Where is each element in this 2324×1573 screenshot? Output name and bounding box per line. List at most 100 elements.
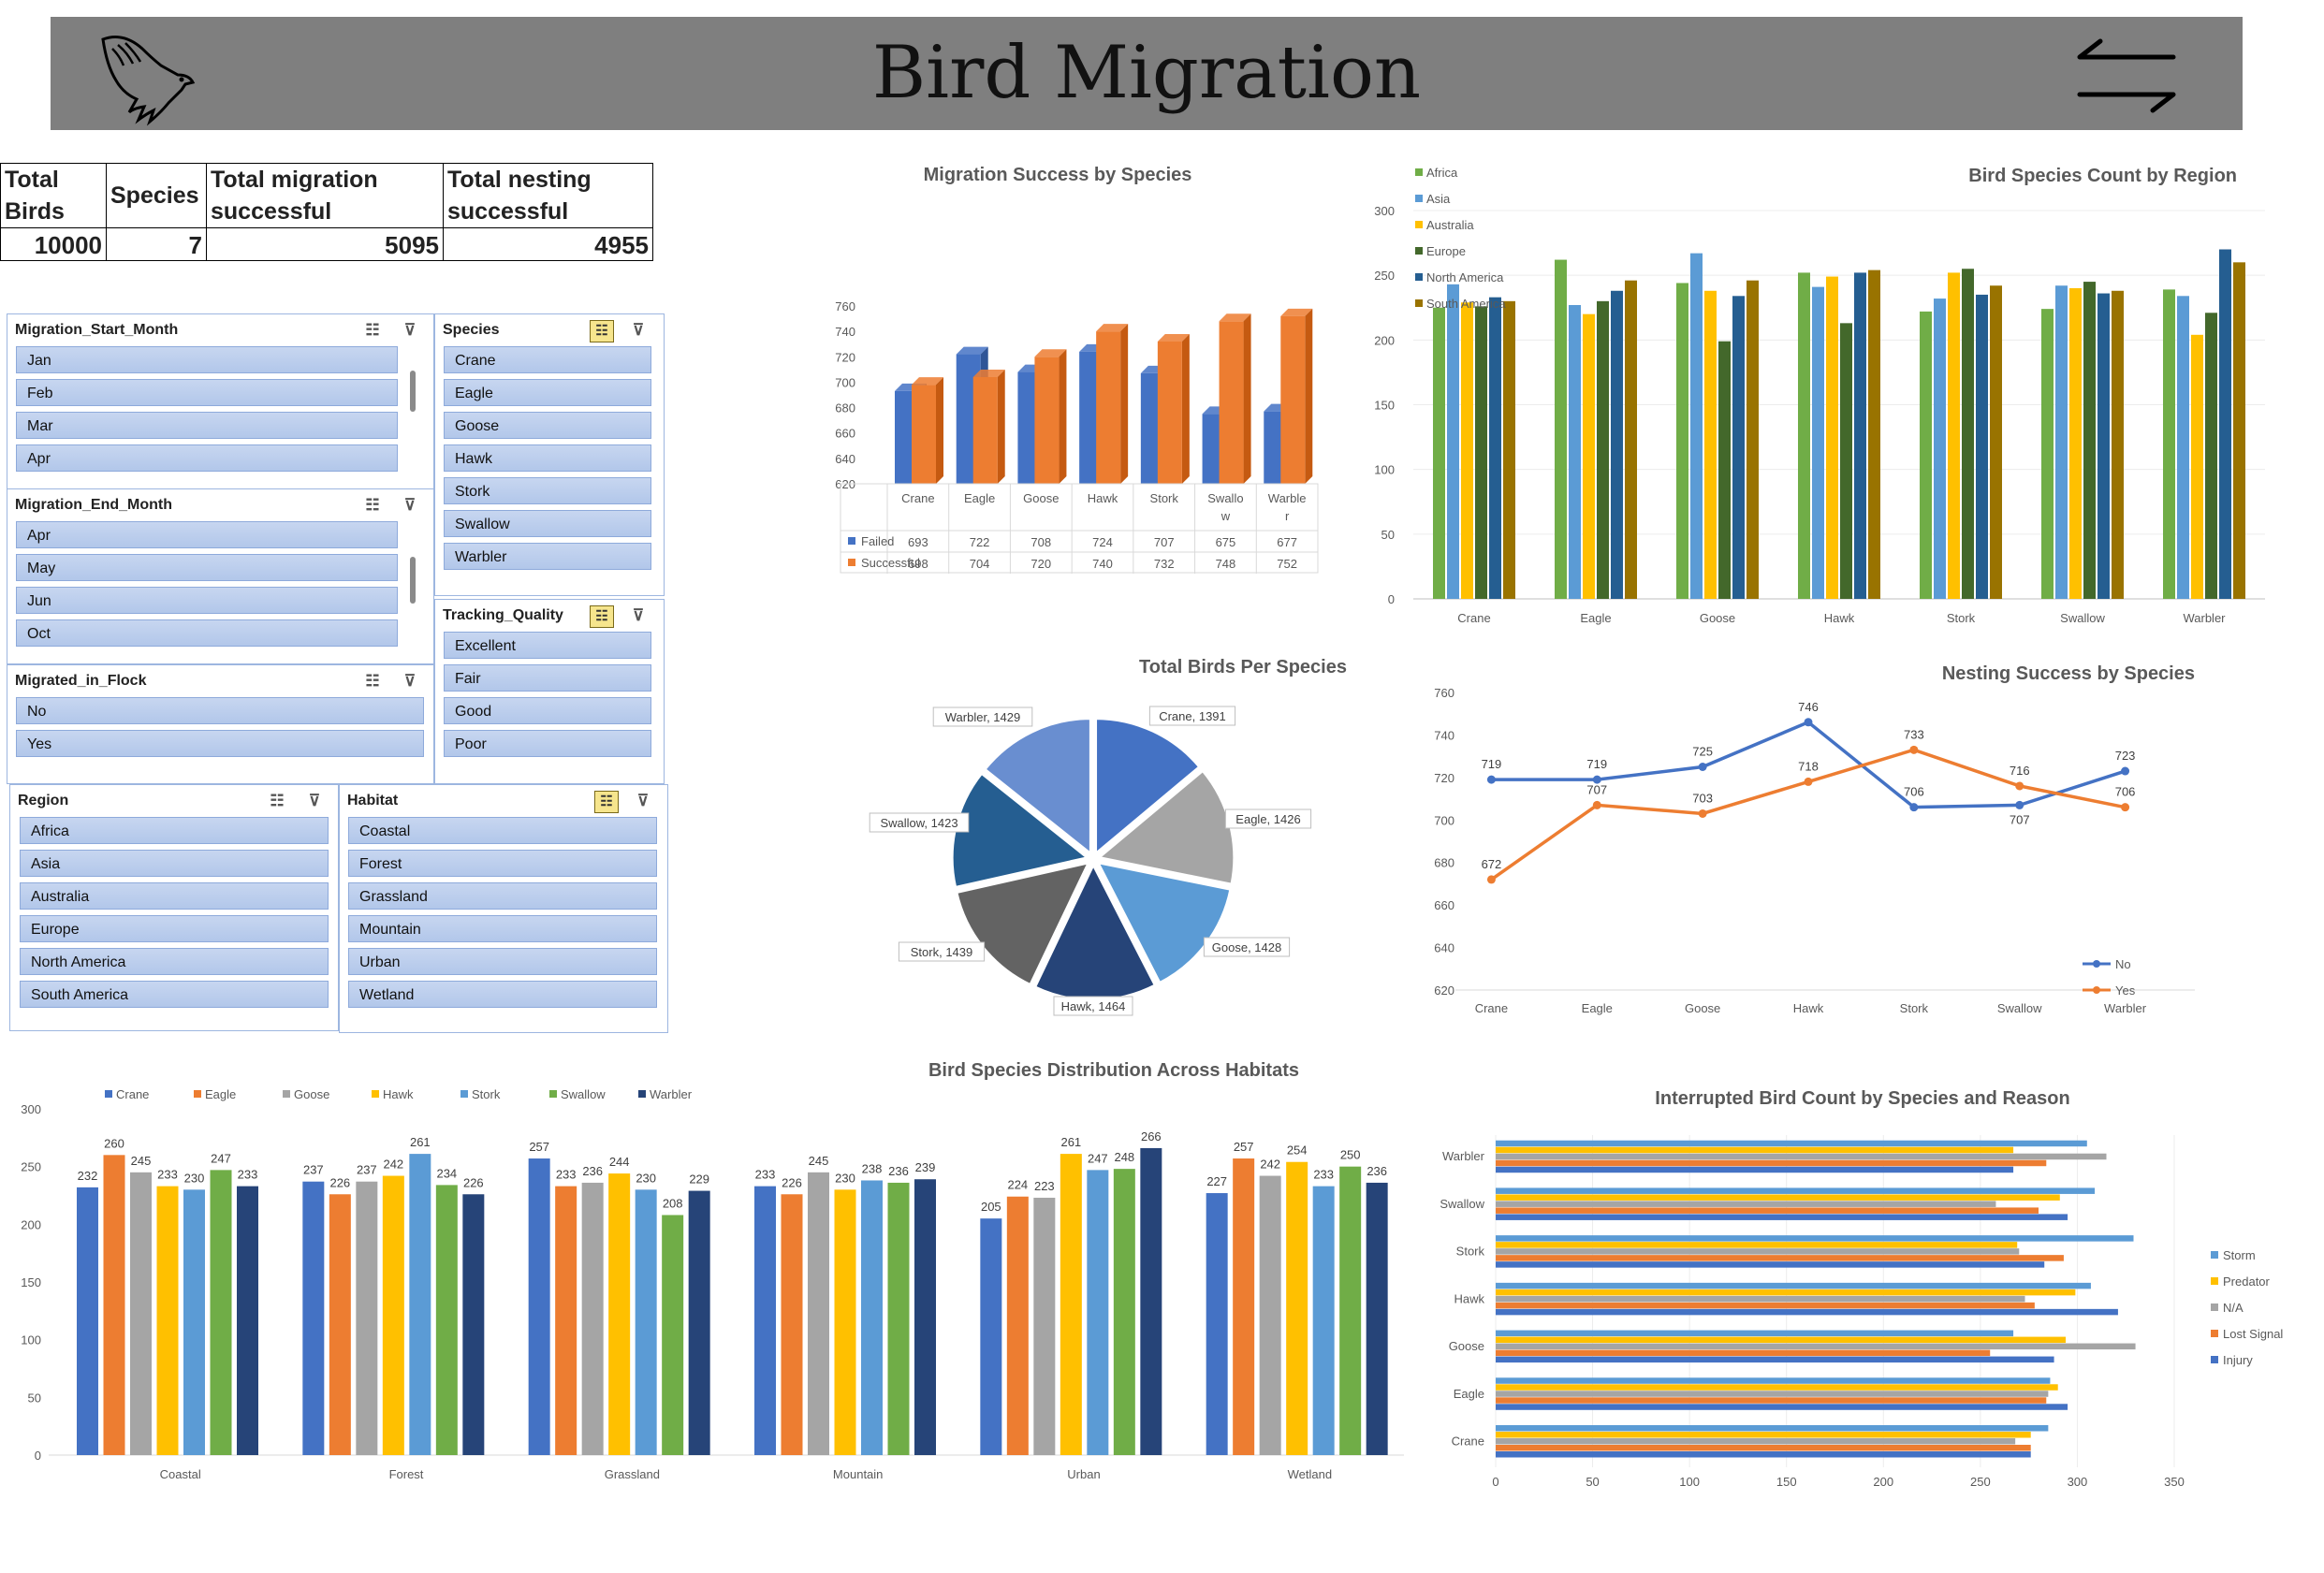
slicer-item-south-america[interactable]: South America: [20, 981, 329, 1008]
bar-lost-signal-crane: [1496, 1445, 2031, 1451]
slicer-item-yes[interactable]: Yes: [16, 730, 424, 757]
data-label: 226: [329, 1175, 350, 1189]
bar-n-a-warbler: [1496, 1153, 2107, 1160]
y-tick-label: 720: [835, 350, 855, 364]
slicer-item-eagle[interactable]: Eagle: [444, 379, 651, 406]
bar-swallow-forest: [435, 1185, 458, 1455]
slicer-tracking-quality[interactable]: Tracking_Quality ☷ ⊽ Excellent Fair Good…: [434, 599, 665, 784]
bar-south-america-eagle: [1625, 280, 1637, 599]
bar-africa-eagle: [1555, 259, 1567, 599]
slicer-item-hawk[interactable]: Hawk: [444, 444, 651, 472]
slicer-item-crane[interactable]: Crane: [444, 346, 651, 373]
data-label-box: [1203, 937, 1291, 957]
clear-filter-icon[interactable]: ⊽: [308, 792, 321, 809]
slicer-migration-end-month[interactable]: Migration_End_Month ☷ ⊽ Apr May Jun Oct: [7, 488, 434, 664]
clear-filter-icon[interactable]: ⊽: [632, 321, 645, 339]
chart-title: Migration Success by Species: [924, 165, 1192, 185]
data-label: 719: [1482, 757, 1502, 771]
slicer-item-urban[interactable]: Urban: [348, 948, 657, 975]
swap-arrows-icon[interactable]: [2063, 34, 2185, 118]
slicer-item-wetland[interactable]: Wetland: [348, 981, 657, 1008]
slicer-item-excellent[interactable]: Excellent: [444, 632, 651, 659]
slicer-item-coastal[interactable]: Coastal: [348, 817, 657, 844]
y-tick-label: Eagle: [1454, 1387, 1484, 1401]
slicer-item-poor[interactable]: Poor: [444, 730, 651, 757]
slicer-item-apr[interactable]: Apr: [16, 444, 398, 472]
slicer-region[interactable]: Region ☷ ⊽ Africa Asia Australia Europe …: [9, 784, 339, 1031]
y-tick-label: 740: [1434, 728, 1454, 742]
legend-swatch: [1415, 221, 1423, 228]
slicer-migrated-in-flock[interactable]: Migrated_in_Flock ☷ ⊽ No Yes: [7, 664, 434, 784]
clear-filter-icon[interactable]: ⊽: [632, 606, 645, 624]
legend-label: Stork: [472, 1087, 501, 1101]
slicer-item-warbler[interactable]: Warbler: [444, 543, 651, 570]
x-tick-label: Crane: [901, 491, 934, 505]
slicer-item-mountain[interactable]: Mountain: [348, 915, 657, 942]
multi-select-icon[interactable]: ☷: [365, 672, 380, 690]
bar-goose-wetland: [1259, 1175, 1281, 1455]
multi-select-icon[interactable]: ☷: [590, 320, 614, 342]
slicer-item-jan[interactable]: Jan: [16, 346, 398, 373]
multi-select-icon[interactable]: ☷: [590, 605, 614, 628]
scrollbar-thumb[interactable]: [410, 371, 416, 412]
slicer-item-good[interactable]: Good: [444, 697, 651, 724]
legend-swatch: [1415, 273, 1423, 281]
bar-north-america-goose: [1732, 296, 1745, 599]
clear-filter-icon[interactable]: ⊽: [403, 321, 417, 339]
slicer-item-forest[interactable]: Forest: [348, 850, 657, 877]
slicer-item-fair[interactable]: Fair: [444, 664, 651, 692]
bar-hawk-urban: [1060, 1154, 1082, 1455]
data-table-value: 698: [908, 557, 928, 571]
slicer-item-stork[interactable]: Stork: [444, 477, 651, 504]
bar-australia-goose: [1704, 290, 1717, 599]
data-label-box: [1148, 706, 1236, 726]
slicer-item-feb[interactable]: Feb: [16, 379, 398, 406]
bar-stork-wetland: [1312, 1186, 1335, 1455]
pie-slice-crane: [1094, 717, 1202, 857]
clear-filter-icon[interactable]: ⊽: [403, 672, 417, 690]
slicer-migration-start-month[interactable]: Migration_Start_Month ☷ ⊽ Jan Feb Mar Ap…: [7, 313, 434, 489]
slicer-habitat[interactable]: Habitat ☷ ⊽ Coastal Forest Grassland Mou…: [339, 784, 668, 1033]
data-label: 238: [862, 1161, 883, 1175]
data-label: 266: [1141, 1129, 1162, 1143]
slicer-item-australia[interactable]: Australia: [20, 882, 329, 910]
multi-select-icon[interactable]: ☷: [365, 496, 380, 514]
multi-select-icon[interactable]: ☷: [594, 791, 619, 813]
bar-goose-forest: [356, 1181, 378, 1455]
slicer-item-may[interactable]: May: [16, 554, 398, 581]
bar-lost-signal-stork: [1496, 1255, 2064, 1261]
slicer-item-asia[interactable]: Asia: [20, 850, 329, 877]
bar-asia-hawk: [1812, 286, 1824, 599]
slicer-item-oct[interactable]: Oct: [16, 619, 398, 647]
bar-eagle-urban: [1006, 1196, 1029, 1455]
legend-marker: [2093, 986, 2100, 994]
bar-side: [1305, 308, 1313, 484]
slicer-item-europe[interactable]: Europe: [20, 915, 329, 942]
scrollbar-thumb[interactable]: [410, 557, 416, 604]
multi-select-icon[interactable]: ☷: [365, 321, 380, 339]
slicer-species[interactable]: Species ☷ ⊽ Crane Eagle Goose Hawk Stork…: [434, 313, 665, 596]
slicer-item-grassland[interactable]: Grassland: [348, 882, 657, 910]
slicer-item-apr[interactable]: Apr: [16, 521, 398, 548]
legend-label: Hawk: [383, 1087, 414, 1101]
clear-filter-icon[interactable]: ⊽: [403, 496, 417, 514]
slicer-item-north-america[interactable]: North America: [20, 948, 329, 975]
slicer-item-africa[interactable]: Africa: [20, 817, 329, 844]
slicer-item-jun[interactable]: Jun: [16, 587, 398, 614]
clear-filter-icon[interactable]: ⊽: [636, 792, 650, 809]
bar-asia-goose: [1690, 253, 1703, 599]
y-tick-label: Warbler: [1442, 1149, 1485, 1163]
legend-swatch: [638, 1090, 646, 1098]
y-tick-label: 660: [835, 427, 855, 441]
y-tick-label: 640: [1434, 941, 1454, 955]
bar-asia-warbler: [2177, 296, 2189, 599]
slicer-item-mar[interactable]: Mar: [16, 412, 398, 439]
chart-habitat-distribution: Bird Species Distribution Across Habitat…: [21, 1060, 1404, 1481]
data-label: 233: [755, 1168, 776, 1182]
data-label: 703: [1692, 791, 1713, 805]
slicer-item-no[interactable]: No: [16, 697, 424, 724]
slicer-item-swallow[interactable]: Swallow: [444, 510, 651, 537]
x-tick-label: Swallow: [1997, 1001, 2042, 1015]
multi-select-icon[interactable]: ☷: [270, 792, 285, 809]
slicer-item-goose[interactable]: Goose: [444, 412, 651, 439]
